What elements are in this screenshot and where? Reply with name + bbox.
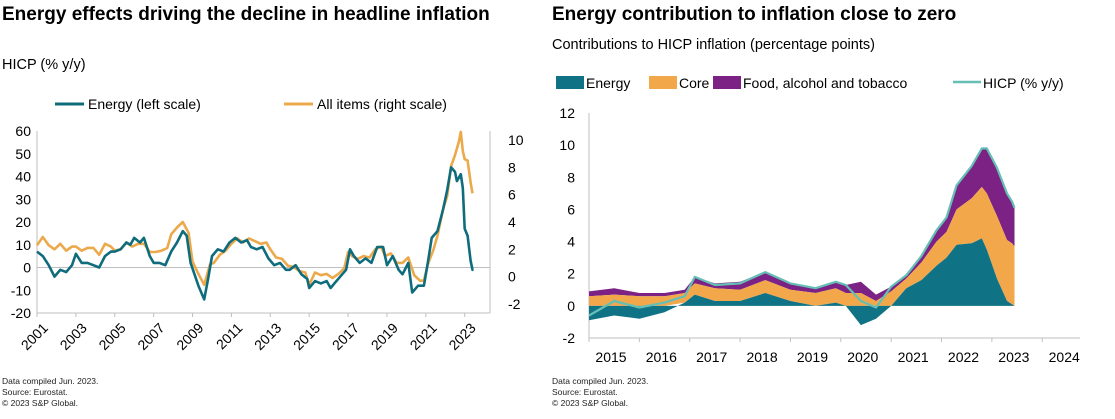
right-y-tick-label: 2 [508,241,516,257]
legend-energy-label: Energy (left scale) [88,96,201,112]
x-tick-label: 2019 [368,320,401,353]
left-y-tick-label: 30 [15,191,31,207]
x-tick-label: 2016 [646,349,677,365]
right-y-tick-label: -2 [508,296,521,312]
left-y-tick-label: 60 [15,123,31,139]
left-line-chart: Energy (left scale) All items (right scal… [11,96,524,353]
y-tick-label: 2 [567,266,575,282]
y-tick-label: 0 [567,298,575,314]
x-tick-label: 2005 [95,320,128,353]
left-footnotes: Data compiled Jun. 2023. Source: Eurosta… [2,376,98,409]
x-tick-label: 2024 [1049,349,1080,365]
right-footnotes: Data compiled Jun. 2023. Source: Eurosta… [552,376,648,409]
x-tick-label: 2003 [57,320,90,353]
y-tick-label: 12 [559,105,575,121]
left-chart-panel: Energy effects driving the decline in he… [0,0,545,419]
x-tick-label: 2020 [847,349,878,365]
left-chart-subtitle: HICP (% y/y) [2,57,86,73]
right-area-chart: Energy Core Food, alcohol and tobacco HICP … [556,75,1080,365]
right-y-tick-label: 8 [508,159,516,175]
right-chart-title: Energy contribution to inflation close t… [552,4,957,25]
left-y-tick-label: 10 [15,237,31,253]
x-tick-label: 2018 [746,349,777,365]
x-tick-label: 2022 [948,349,979,365]
left-footnote-line: © 2023 S&P Global. [2,398,79,408]
left-y-tick-label: 20 [15,214,31,230]
right-y-tick-label: 10 [508,132,524,148]
x-tick-label: 2001 [18,320,51,353]
right-y-tick-label: 0 [508,269,516,285]
left-y-tick-label: -20 [11,305,31,321]
left-y-tick-label: 50 [15,146,31,162]
left-chart-title: Energy effects driving the decline in he… [2,4,490,25]
x-tick-label: 2011 [213,320,246,353]
y-tick-label: 4 [567,234,575,250]
right-footnote-line: Source: Eurostat. [552,387,618,397]
x-tick-label: 2009 [173,320,206,353]
left-footnote-line: Data compiled Jun. 2023. [2,376,99,386]
right-footnote-line: © 2023 S&P Global. [552,398,629,408]
y-tick-label: 8 [567,169,575,185]
x-tick-label: 2007 [134,320,167,353]
right-y-tick-label: 6 [508,187,516,203]
energy-area [589,238,1015,326]
y-tick-label: -2 [563,330,576,346]
legend-food-label: Food, alcohol and tobacco [743,75,907,91]
legend-all-items-label: All items (right scale) [317,96,447,112]
x-tick-label: 2013 [251,320,284,353]
right-chart-panel: Energy contribution to inflation close t… [550,0,1115,419]
legend-energy-label: Energy [586,75,630,91]
right-chart-subtitle: Contributions to HICP inflation (percent… [552,37,875,53]
energy-series-line [36,166,474,301]
x-tick-label: 2021 [407,320,440,353]
hicp-series-line [588,147,1016,317]
left-y-tick-label: -10 [11,282,31,298]
legend-energy-swatch [556,76,584,89]
right-footnote-line: Data compiled Jun. 2023. [552,376,649,386]
x-tick-label: 2015 [290,320,323,353]
y-tick-label: 6 [567,201,575,217]
x-tick-label: 2023 [998,349,1029,365]
x-tick-label: 2017 [329,320,362,353]
left-y-tick-label: 0 [23,260,31,276]
core-area [589,186,1015,306]
left-y-tick-label: 40 [15,169,31,185]
y-tick-label: 10 [559,137,575,153]
x-tick-label: 2019 [797,349,828,365]
x-tick-label: 2017 [696,349,727,365]
legend-food-swatch [713,76,741,89]
legend-core-swatch [649,76,677,89]
right-y-tick-label: 4 [508,214,516,230]
legend-core-label: Core [679,75,710,91]
legend-hicp-label: HICP (% y/y) [983,75,1064,91]
left-footnote-line: Source: Eurostat. [2,387,68,397]
x-tick-label: 2015 [595,349,626,365]
x-tick-label: 2021 [898,349,929,365]
x-tick-label: 2023 [445,320,478,353]
